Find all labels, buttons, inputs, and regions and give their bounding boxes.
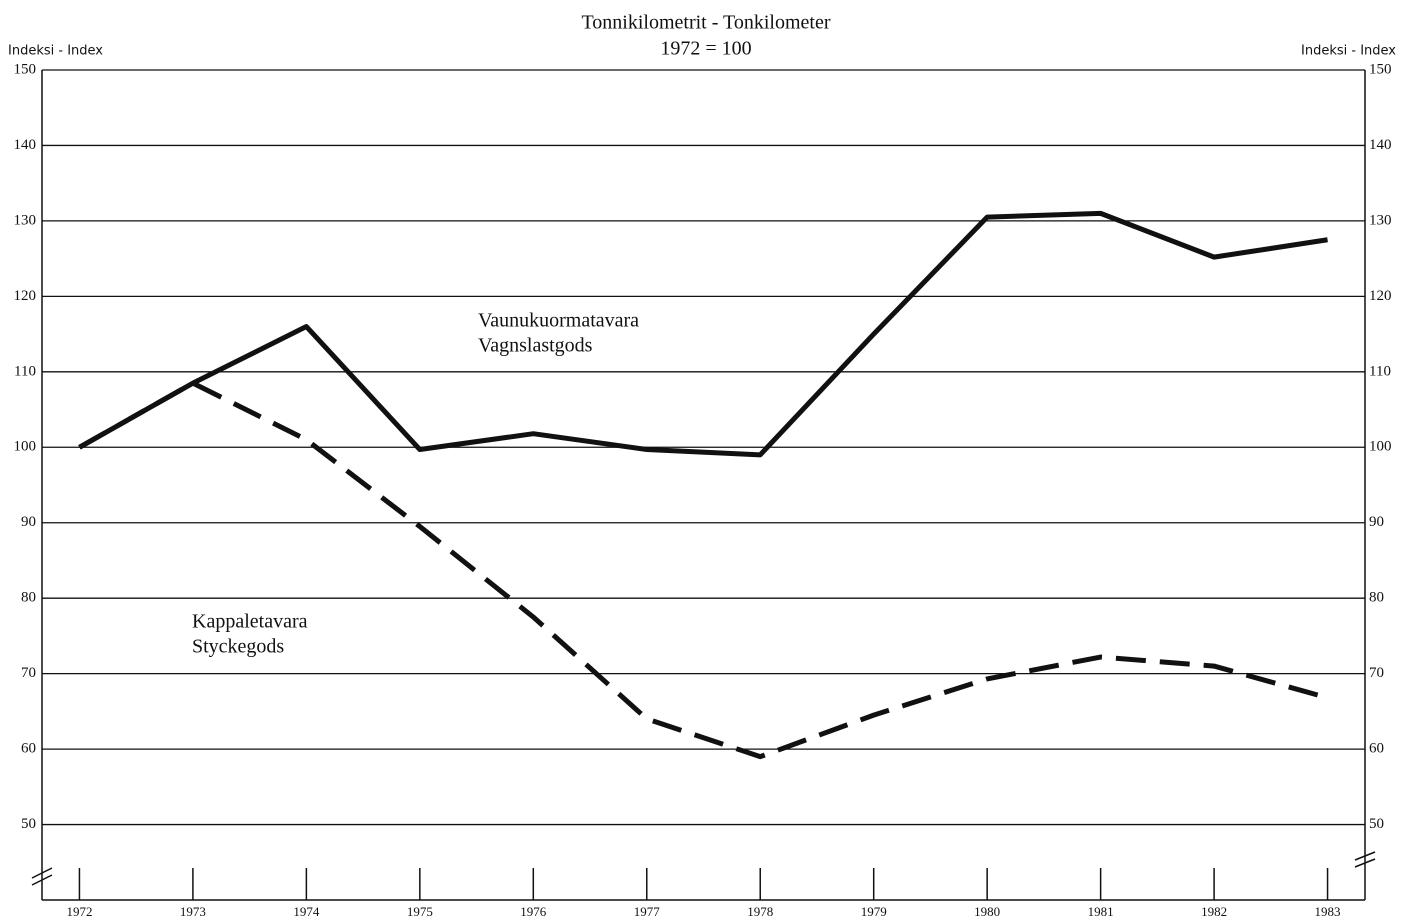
x-tick-label: 1978 <box>747 904 773 919</box>
x-tick-label: 1975 <box>407 904 433 919</box>
x-tick-label: 1973 <box>180 904 206 919</box>
axis-break <box>1354 851 1376 868</box>
y2-tick-label: 130 <box>1369 212 1392 228</box>
y2-tick-label: 140 <box>1369 137 1392 153</box>
y-tick-label: 60 <box>21 741 36 757</box>
series-line <box>78 380 1329 760</box>
y2-tick-label: 120 <box>1369 288 1392 304</box>
y2-axis-label: Indeksi - Index <box>1301 44 1396 59</box>
y2-tick-label: 150 <box>1369 61 1392 77</box>
chart-title: Tonnikilometrit - Tonkilometer <box>581 12 830 34</box>
x-tick-label: 1974 <box>293 904 320 919</box>
y2-tick-label: 70 <box>1369 665 1384 681</box>
y-tick-label: 140 <box>14 137 37 153</box>
x-tick-label: 1980 <box>974 904 1000 919</box>
chart-subtitle: 1972 = 100 <box>660 38 751 60</box>
x-tick-label: 1979 <box>861 904 887 919</box>
y-tick-label: 100 <box>14 439 37 455</box>
y-tick-label: 110 <box>14 363 36 379</box>
y2-tick-label: 110 <box>1369 363 1391 379</box>
x-tick-label: 1982 <box>1201 904 1227 919</box>
y-tick-label: 150 <box>14 61 37 77</box>
y-tick-label: 90 <box>21 514 36 530</box>
annotation: Kappaletavara <box>192 611 308 633</box>
annotation: Styckegods <box>192 636 284 658</box>
y2-tick-label: 100 <box>1369 439 1392 455</box>
x-tick-label: 1972 <box>66 904 92 919</box>
x-tick-label: 1983 <box>1315 904 1341 919</box>
x-tick-label: 1981 <box>1088 904 1114 919</box>
x-tick-label: 1977 <box>634 904 661 919</box>
x-tick-label: 1976 <box>520 904 547 919</box>
y2-tick-label: 80 <box>1369 590 1384 606</box>
annotation: Vagnslastgods <box>478 335 593 357</box>
y-axis-label: Indeksi - Index <box>8 44 103 59</box>
series-line <box>78 210 1328 458</box>
y2-tick-label: 90 <box>1369 514 1384 530</box>
annotation: Vaunukuormatavara <box>478 310 639 332</box>
y-tick-label: 70 <box>21 665 36 681</box>
axis-break <box>31 867 53 886</box>
y-tick-label: 80 <box>21 590 36 606</box>
y-tick-label: 50 <box>21 816 36 832</box>
y-tick-label: 130 <box>14 212 37 228</box>
y2-tick-label: 50 <box>1369 816 1384 832</box>
y-tick-label: 120 <box>14 288 37 304</box>
y2-tick-label: 60 <box>1369 741 1384 757</box>
